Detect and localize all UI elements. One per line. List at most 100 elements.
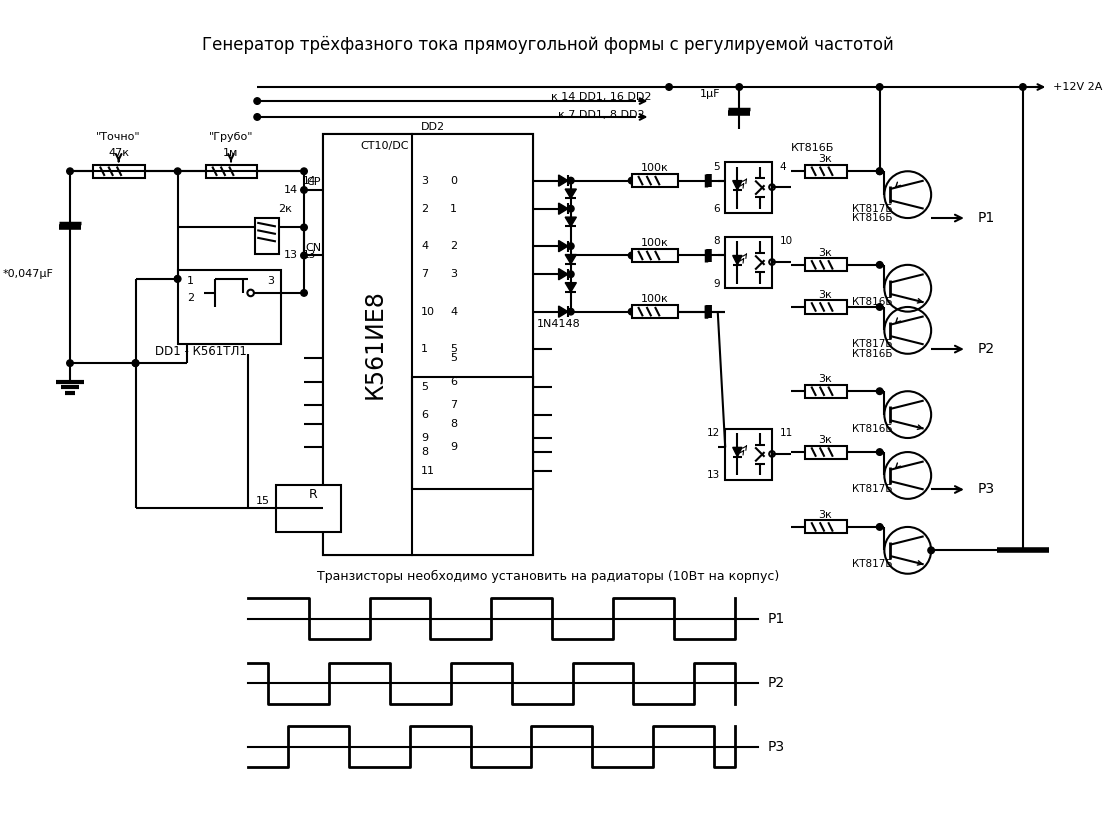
Bar [726,162,772,213]
Text: Транзисторы необходимо установить на радиаторы (10Вт на корпус): Транзисторы необходимо установить на рад… [318,570,780,583]
Text: "Точно": "Точно" [96,132,141,142]
Text: КТ816Б: КТ816Б [852,213,892,223]
Circle shape [568,308,574,315]
Text: P2: P2 [768,676,784,690]
Text: P2: P2 [978,342,995,356]
Circle shape [877,262,882,268]
Text: P1: P1 [768,612,784,626]
Circle shape [877,83,882,90]
Text: 1: 1 [450,204,458,213]
Circle shape [568,271,574,277]
Circle shape [877,168,882,174]
Polygon shape [558,203,568,214]
Text: 9: 9 [421,433,428,443]
Polygon shape [732,181,742,190]
Text: 1: 1 [421,344,428,354]
Text: к 14 DD1, 16 DD2: к 14 DD1, 16 DD2 [552,92,652,102]
Text: 3: 3 [267,276,274,285]
Circle shape [301,187,308,193]
Bar [411,134,534,555]
Text: 6: 6 [450,377,458,387]
Text: КТ817Б: КТ817Б [852,339,892,349]
Bar [805,258,847,272]
Text: К561ИЕ8: К561ИЕ8 [362,290,386,399]
Text: CP: CP [307,178,321,187]
Text: 2: 2 [421,204,428,213]
Polygon shape [565,217,577,227]
Text: 15: 15 [256,496,269,506]
Text: +12V 2A: +12V 2A [1053,82,1102,92]
Circle shape [254,114,260,120]
Text: 3: 3 [450,269,458,279]
Text: КТ816Б: КТ816Б [852,348,892,359]
Bar [805,520,847,533]
Text: 100к: 100к [641,164,668,173]
Text: 8: 8 [450,419,458,429]
Bar [805,384,847,398]
Text: 100к: 100к [641,294,668,304]
Text: 10: 10 [780,236,793,246]
Text: к 7 DD1, 8 DD2: к 7 DD1, 8 DD2 [558,110,645,120]
Bar [805,300,847,313]
Bar [323,134,411,555]
Bar [805,164,847,178]
Circle shape [629,308,635,315]
Circle shape [301,224,308,231]
Text: 5: 5 [450,344,458,354]
Text: Генератор трёхфазного тока прямоугольной формы с регулируемой частотой: Генератор трёхфазного тока прямоугольной… [203,36,895,54]
Text: 0: 0 [450,176,458,186]
Bar [632,305,678,318]
Text: КТ817Б: КТ817Б [852,484,892,495]
Text: 9: 9 [450,443,458,452]
Text: 7: 7 [450,400,458,411]
Text: CN: CN [306,243,321,253]
Circle shape [877,524,882,530]
Polygon shape [558,306,568,317]
Circle shape [132,360,139,366]
Text: 1: 1 [188,276,194,285]
Circle shape [1019,83,1026,90]
Circle shape [66,168,73,174]
Text: КТ816Б: КТ816Б [852,297,892,308]
Text: 3к: 3к [818,374,833,384]
Text: 13: 13 [706,470,719,480]
Text: 3: 3 [421,176,428,186]
Circle shape [928,547,934,554]
Text: 14: 14 [283,185,298,195]
Circle shape [666,83,673,90]
Text: 3к: 3к [818,248,833,258]
Circle shape [568,178,574,184]
Text: 2: 2 [450,241,458,251]
Text: 5: 5 [713,162,719,172]
Text: 6: 6 [421,410,428,420]
Text: P3: P3 [978,483,995,497]
Text: 13: 13 [303,250,317,260]
Circle shape [568,205,574,212]
Bar [323,134,534,555]
Text: 5: 5 [450,353,458,363]
Circle shape [301,168,308,174]
Circle shape [301,290,308,296]
Text: 11: 11 [421,465,435,476]
Text: 5: 5 [421,381,428,392]
Circle shape [877,388,882,394]
Text: 4: 4 [780,162,786,172]
Text: *0,047μF: *0,047μF [2,269,53,279]
Bar [726,236,772,288]
Circle shape [568,243,574,249]
Polygon shape [565,254,577,264]
Text: 10: 10 [421,307,435,317]
Text: DD2: DD2 [421,122,446,133]
Text: КТ817Б: КТ817Б [852,560,892,569]
Polygon shape [732,447,742,456]
Polygon shape [558,268,568,280]
Text: 8: 8 [421,447,428,457]
Text: 2к: 2к [278,204,291,213]
Circle shape [629,252,635,258]
Bar [632,174,678,187]
Polygon shape [565,283,577,292]
Text: P1: P1 [978,211,995,225]
Circle shape [132,360,139,366]
Text: 1N4148: 1N4148 [537,319,580,329]
Polygon shape [558,240,568,252]
